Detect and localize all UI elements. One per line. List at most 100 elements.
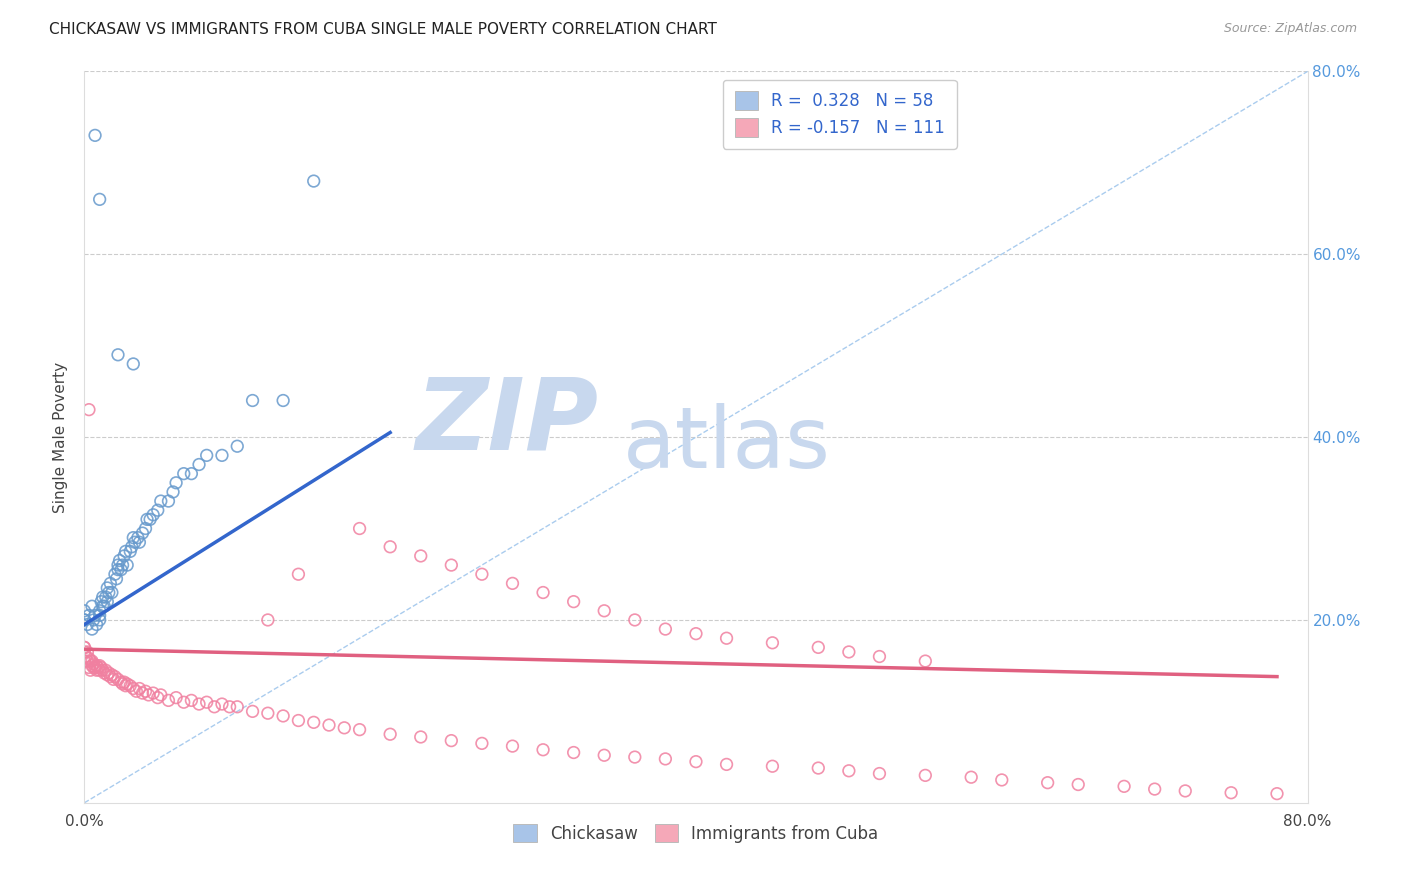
- Point: [531, 585, 554, 599]
- Point: [91, 599, 114, 614]
- Text: atlas: atlas: [623, 403, 831, 486]
- Point: [146, 503, 169, 517]
- Point: [226, 699, 249, 714]
- Text: CHICKASAW VS IMMIGRANTS FROM CUBA SINGLE MALE POVERTY CORRELATION CHART: CHICKASAW VS IMMIGRANTS FROM CUBA SINGLE…: [49, 22, 717, 37]
- Point: [135, 684, 157, 698]
- Point: [101, 667, 124, 681]
- Point: [257, 613, 280, 627]
- Point: [716, 632, 738, 646]
- Point: [110, 563, 132, 577]
- Legend: Chickasaw, Immigrants from Cuba: Chickasaw, Immigrants from Cuba: [503, 814, 889, 853]
- Point: [79, 663, 101, 677]
- Point: [188, 458, 211, 472]
- Point: [104, 670, 127, 684]
- Point: [76, 617, 98, 632]
- Point: [108, 553, 131, 567]
- Point: [91, 590, 114, 604]
- Point: [97, 585, 120, 599]
- Point: [84, 128, 107, 143]
- Point: [838, 764, 860, 778]
- Point: [120, 679, 142, 693]
- Point: [654, 752, 676, 766]
- Point: [440, 733, 463, 747]
- Point: [333, 721, 356, 735]
- Point: [86, 663, 108, 677]
- Point: [89, 613, 111, 627]
- Point: [87, 660, 110, 674]
- Point: [124, 535, 146, 549]
- Point: [142, 508, 165, 522]
- Point: [80, 599, 103, 614]
- Point: [79, 654, 101, 668]
- Point: [180, 693, 202, 707]
- Point: [77, 608, 100, 623]
- Point: [93, 665, 115, 680]
- Point: [91, 663, 114, 677]
- Point: [107, 348, 129, 362]
- Text: ZIP: ZIP: [415, 374, 598, 471]
- Point: [98, 670, 121, 684]
- Point: [93, 599, 115, 614]
- Point: [84, 660, 107, 674]
- Point: [101, 585, 124, 599]
- Point: [149, 494, 172, 508]
- Point: [77, 402, 100, 417]
- Point: [287, 567, 309, 582]
- Point: [349, 521, 371, 535]
- Point: [173, 695, 195, 709]
- Point: [149, 688, 172, 702]
- Point: [104, 567, 127, 582]
- Point: [302, 174, 325, 188]
- Point: [96, 594, 118, 608]
- Text: Source: ZipAtlas.com: Source: ZipAtlas.com: [1223, 22, 1357, 36]
- Point: [80, 658, 103, 673]
- Point: [94, 663, 117, 677]
- Point: [107, 673, 129, 687]
- Point: [1220, 786, 1243, 800]
- Point: [173, 467, 195, 481]
- Point: [1143, 782, 1166, 797]
- Point: [211, 448, 233, 462]
- Point: [318, 718, 340, 732]
- Point: [131, 686, 153, 700]
- Point: [1067, 778, 1090, 792]
- Point: [73, 654, 96, 668]
- Point: [195, 448, 218, 462]
- Point: [115, 677, 138, 691]
- Point: [302, 715, 325, 730]
- Point: [120, 544, 142, 558]
- Point: [135, 521, 157, 535]
- Point: [96, 667, 118, 681]
- Point: [146, 690, 169, 705]
- Point: [1174, 784, 1197, 798]
- Point: [73, 604, 96, 618]
- Point: [242, 393, 264, 408]
- Point: [761, 636, 783, 650]
- Point: [685, 626, 707, 640]
- Point: [76, 645, 98, 659]
- Point: [89, 192, 111, 206]
- Point: [409, 549, 432, 563]
- Point: [211, 697, 233, 711]
- Point: [226, 439, 249, 453]
- Point: [1114, 780, 1136, 794]
- Point: [77, 660, 100, 674]
- Point: [914, 654, 936, 668]
- Point: [73, 645, 96, 659]
- Point: [107, 558, 129, 573]
- Point: [242, 705, 264, 719]
- Point: [73, 613, 96, 627]
- Point: [593, 604, 616, 618]
- Point: [80, 654, 103, 668]
- Point: [138, 688, 160, 702]
- Point: [188, 697, 211, 711]
- Point: [409, 730, 432, 744]
- Point: [960, 770, 983, 784]
- Point: [90, 594, 112, 608]
- Point: [128, 681, 150, 696]
- Point: [162, 485, 184, 500]
- Point: [761, 759, 783, 773]
- Point: [838, 645, 860, 659]
- Point: [122, 681, 145, 696]
- Point: [807, 640, 830, 655]
